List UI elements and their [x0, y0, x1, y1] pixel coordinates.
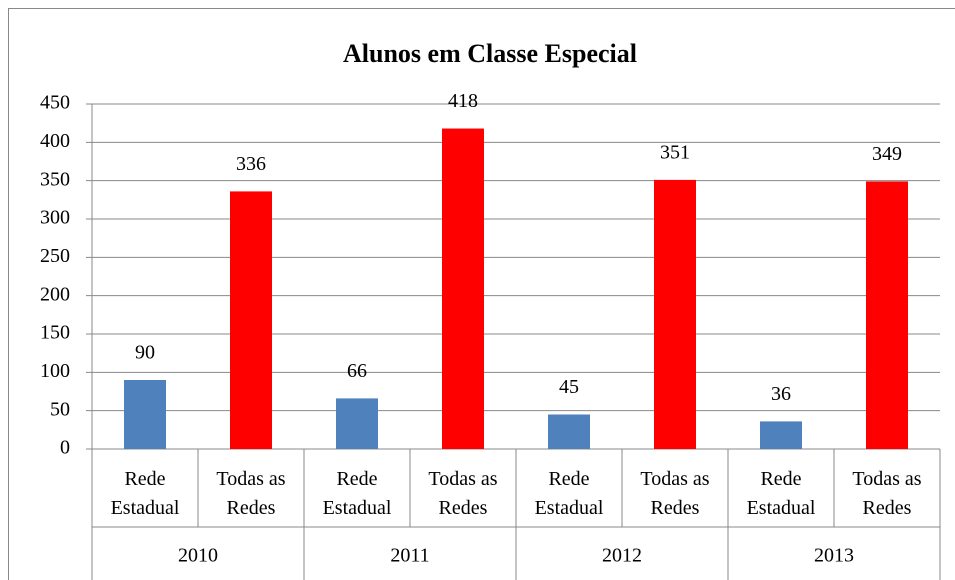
- y-tick-label: 200: [40, 283, 70, 305]
- data-label: 349: [872, 143, 902, 165]
- bar: [760, 421, 802, 449]
- bar: [230, 191, 272, 449]
- y-tick-label: 150: [40, 322, 70, 344]
- y-tick-label: 0: [60, 437, 70, 459]
- x-tick-label: Rede Estadual: [746, 468, 816, 519]
- group-label: 2013: [814, 545, 854, 567]
- data-label: 351: [660, 141, 690, 163]
- bar: [442, 128, 484, 450]
- data-label: 336: [236, 153, 266, 175]
- x-tick-label: Todas as Redes: [640, 468, 710, 519]
- y-tick-label: 250: [40, 245, 70, 267]
- group-label: 2012: [602, 545, 642, 567]
- data-label: 90: [135, 342, 155, 364]
- group-label: 2011: [390, 545, 429, 567]
- data-label: 418: [448, 90, 478, 112]
- y-tick-label: 350: [40, 168, 70, 190]
- bar: [866, 181, 908, 449]
- x-tick-label: Rede Estadual: [534, 468, 604, 519]
- chart-border: [8, 8, 955, 580]
- y-tick-label: 50: [50, 398, 70, 420]
- x-tick-label: Rede Estadual: [322, 468, 392, 519]
- bar: [548, 414, 590, 449]
- bar: [336, 398, 378, 449]
- data-label: 66: [347, 360, 367, 382]
- group-label: 2010: [178, 545, 218, 567]
- bar: [654, 179, 696, 449]
- chart-title: Alunos em Classe Especial: [343, 39, 637, 68]
- y-tick-label: 100: [40, 360, 70, 382]
- x-tick-label: Todas as Redes: [216, 468, 286, 519]
- y-tick-label: 450: [40, 92, 70, 114]
- y-tick-label: 300: [40, 207, 70, 229]
- x-tick-label: Rede Estadual: [110, 468, 180, 519]
- x-tick-label: Todas as Redes: [428, 468, 498, 519]
- y-tick-label: 400: [40, 130, 70, 152]
- data-label: 45: [559, 376, 579, 398]
- bar: [124, 380, 166, 449]
- data-label: 36: [771, 383, 791, 405]
- x-tick-label: Todas as Redes: [852, 468, 922, 519]
